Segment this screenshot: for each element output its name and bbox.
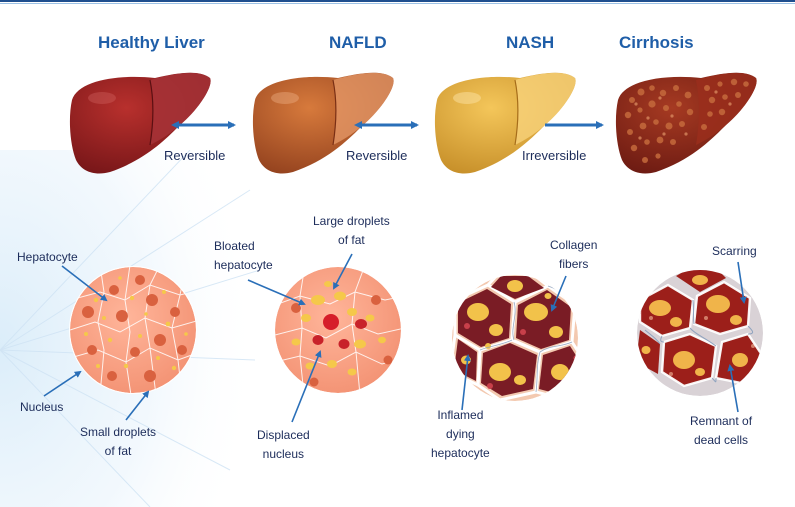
nash-liver-illustration — [434, 72, 576, 174]
label-bloated-line2: hepatocyte — [214, 258, 273, 272]
label-displaced-line1: Displaced — [257, 428, 310, 442]
label-large-droplets-line2: of fat — [338, 233, 365, 247]
stage-title-nash: NASH — [506, 33, 555, 52]
label-inflamed-line1: Inflamed — [437, 408, 484, 422]
stage-title-cirrhosis: Cirrhosis — [619, 33, 694, 52]
healthy-tissue-circle — [69, 266, 197, 394]
label-small-droplets: Small droplets of fat — [80, 423, 156, 461]
arrow-label-reversible-2: Reversible — [346, 148, 408, 163]
label-bloated-hepatocyte: Bloated hepatocyte — [214, 237, 273, 275]
label-collagen-line2: fibers — [559, 257, 589, 271]
nafld-tissue-circle — [274, 266, 402, 394]
stage-title-healthy-liver: Healthy Liver — [98, 33, 205, 52]
label-inflamed-line3: hepatocyte — [431, 446, 490, 460]
label-scarring: Scarring — [712, 244, 757, 258]
label-collagen-fibers: Collagen fibers — [550, 236, 597, 274]
arrow-label-irreversible: Irreversible — [522, 148, 587, 163]
label-displaced-nucleus: Displaced nucleus — [257, 426, 310, 464]
label-inflamed-dying-hepatocyte: Inflamed dying hepatocyte — [431, 406, 490, 463]
label-remnant-line2: dead cells — [694, 433, 749, 447]
label-displaced-line2: nucleus — [262, 447, 305, 461]
label-remnant-dead-cells: Remnant of dead cells — [690, 412, 752, 450]
label-hepatocyte: Hepatocyte — [17, 250, 78, 264]
label-small-droplets-line1: Small droplets — [80, 425, 157, 439]
label-nucleus: Nucleus — [20, 400, 64, 414]
nash-tissue-circle — [451, 274, 579, 402]
label-remnant-line1: Remnant of — [690, 414, 753, 428]
label-collagen-line1: Collagen — [550, 238, 598, 252]
label-large-droplets-line1: Large droplets — [313, 214, 390, 228]
arrow-label-reversible-1: Reversible — [164, 148, 226, 163]
cirrhosis-liver-illustration — [615, 72, 757, 174]
stage-title-nafld: NAFLD — [329, 33, 387, 52]
nafld-liver-illustration — [252, 72, 394, 174]
callout-arrows — [43, 253, 747, 423]
healthy-liver-illustration — [69, 72, 211, 174]
label-inflamed-line2: dying — [446, 427, 475, 441]
label-small-droplets-line2: of fat — [104, 444, 132, 458]
label-bloated-line1: Bloated — [214, 239, 255, 253]
cirrhosis-tissue-circle — [636, 269, 764, 397]
label-large-droplets: Large droplets of fat — [313, 212, 390, 250]
top-decorative-bar — [0, 0, 795, 4]
